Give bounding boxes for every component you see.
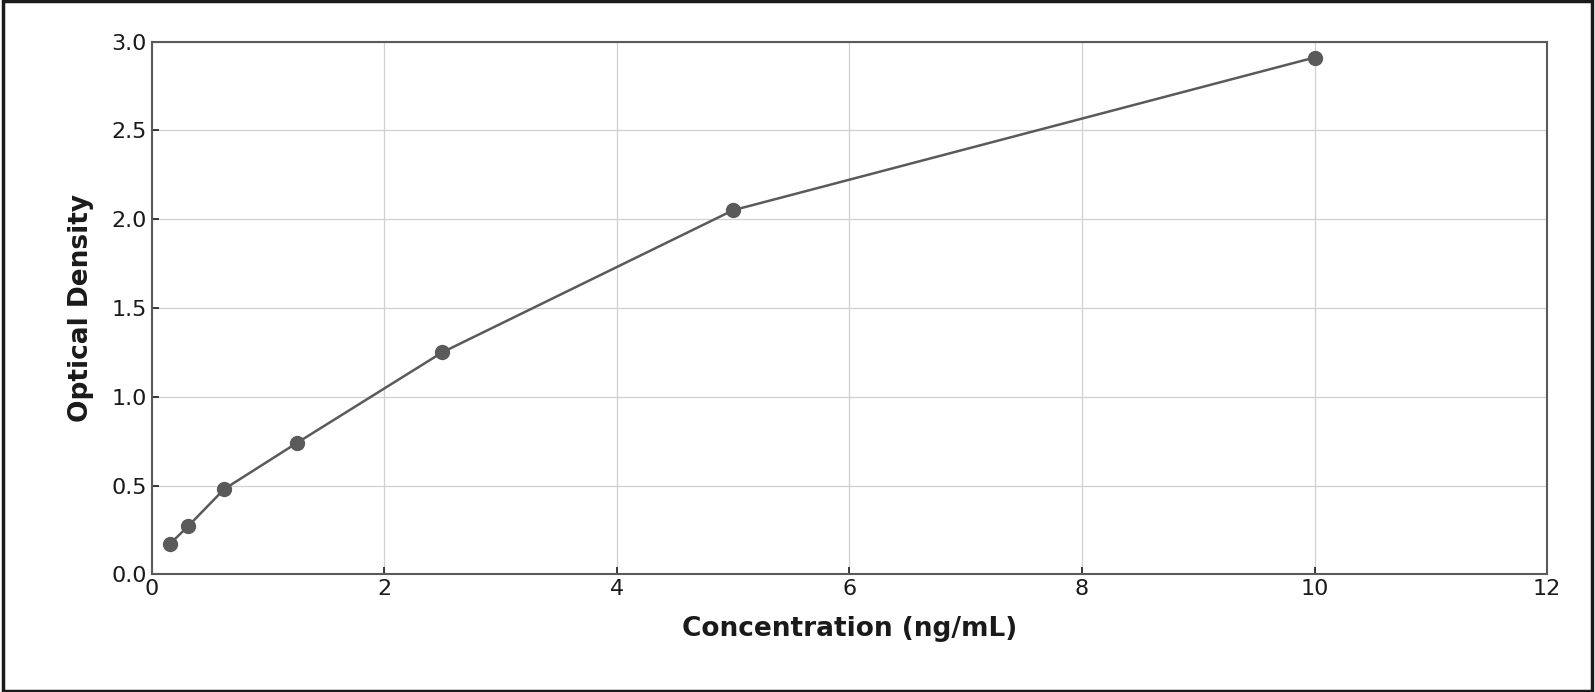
Point [284,437,309,448]
Point [429,347,455,358]
Point [1302,52,1327,63]
Point [175,521,201,532]
Point [721,205,746,216]
Point [156,538,182,549]
Y-axis label: Optical Density: Optical Density [69,194,94,422]
X-axis label: Concentration (ng/mL): Concentration (ng/mL) [681,616,1018,642]
Point [212,484,238,495]
